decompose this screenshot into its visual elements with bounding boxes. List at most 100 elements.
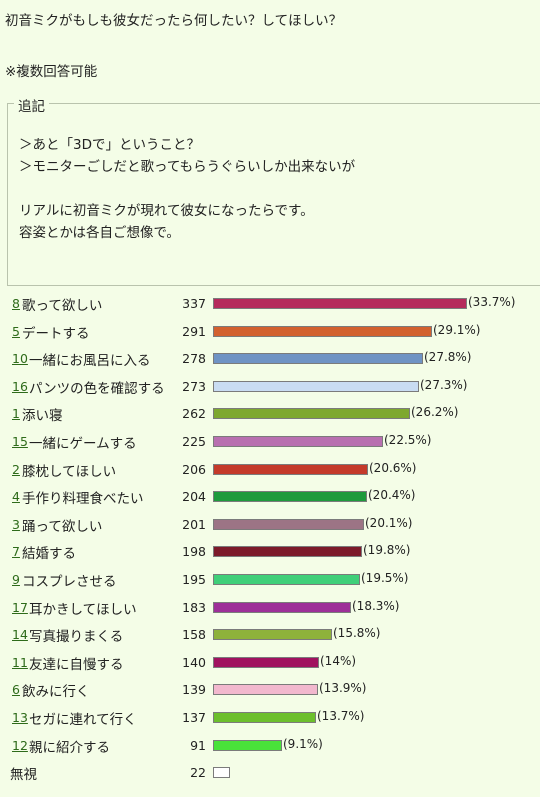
addendum-text: ＞あと「3Dで」ということ？ ＞モニターごしだと歌ってもらうぐらいしか出来ないが… [19, 134, 536, 244]
vote-count: 183 [182, 599, 206, 615]
result-row: 15 一緒にゲームする 225 (22.5%) [0, 428, 540, 454]
result-row: 8 歌って欲しい 337 (33.7%) [0, 290, 540, 316]
addendum-line: 容姿とかは各自ご想像で。 [19, 225, 180, 241]
result-bar [213, 629, 332, 641]
percent-label: (13.7%) [317, 709, 365, 723]
rank-link[interactable]: 2 [12, 461, 20, 477]
result-bar [213, 684, 318, 696]
rank-link[interactable]: 17 [12, 599, 28, 615]
percent-label: (27.3%) [420, 377, 468, 392]
rank-link[interactable]: 15 [12, 434, 28, 449]
option-label: 結婚する [22, 546, 76, 563]
percent-label: (29.1%) [433, 322, 481, 337]
rank-link[interactable]: 4 [12, 489, 20, 505]
rank-link[interactable]: 16 [12, 378, 28, 394]
option-label: 飲みに行く [22, 684, 90, 701]
addendum-line: ＞モニターごしだと歌ってもらうぐらいしか出来ないが [19, 159, 356, 175]
option-label: 歌って欲しい [22, 298, 103, 314]
rank-link[interactable]: 6 [12, 682, 20, 698]
result-row: 13 セガに連れて行く 137 (13.7%) [0, 704, 540, 730]
vote-count: 198 [182, 544, 206, 560]
result-row: 9 コスプレさせる 195 (19.5%) [0, 566, 540, 592]
vote-count: 22 [190, 765, 206, 781]
result-row: 17 耳かきしてほしい 183 (18.3%) [0, 594, 540, 620]
vote-count: 91 [190, 737, 206, 753]
vote-count: 139 [182, 682, 206, 698]
percent-label: (20.4%) [368, 488, 416, 503]
result-bar [213, 436, 383, 447]
result-bar [213, 518, 364, 530]
result-row: 4 手作り料理食べたい 204 (20.4%) [0, 483, 540, 509]
result-bar [213, 601, 351, 613]
addendum-line: リアルに初音ミクが現れて彼女になったらです。 [19, 203, 314, 219]
vote-count: 158 [182, 627, 206, 643]
result-row: 1 添い寝 262 (26.2%) [0, 400, 540, 426]
vote-count: 137 [182, 710, 206, 725]
result-row: 2 膝枕してほしい 206 (20.6%) [0, 456, 540, 482]
result-row: 無視 22 [0, 759, 540, 785]
percent-label: (9.1%) [283, 736, 323, 751]
vote-count: 201 [182, 516, 206, 532]
option-label: セガに連れて行く [29, 712, 137, 728]
rank-link[interactable]: 13 [12, 710, 28, 725]
vote-count: 278 [182, 351, 206, 367]
option-label: 添い寝 [22, 408, 63, 425]
option-label: 一緒にゲームする [29, 436, 137, 452]
option-label: 膝枕してほしい [22, 463, 117, 480]
question-title: 初音ミクがもしも彼女だったら何したい？してほしい？ [5, 13, 343, 29]
addendum-box: 追記 ＞あと「3Dで」ということ？ ＞モニターごしだと歌ってもらうぐらいしか出来… [7, 95, 540, 286]
option-label: デートする [22, 325, 90, 342]
option-label: コスプレさせる [22, 574, 117, 590]
rank-link[interactable]: 10 [12, 351, 28, 367]
rank-link[interactable]: 5 [12, 323, 20, 339]
vote-count: 206 [182, 461, 206, 477]
option-label: 友達に自慢する [29, 656, 124, 673]
rank-link[interactable]: 12 [12, 737, 28, 753]
rank-link[interactable]: 14 [12, 627, 28, 643]
result-bar [213, 463, 368, 475]
percent-label: (18.3%) [352, 598, 400, 613]
option-label: パンツの色を確認する [29, 380, 165, 397]
rank-link[interactable]: 9 [12, 572, 20, 587]
option-label: 手作り料理食べたい [22, 491, 144, 508]
vote-count: 204 [182, 489, 206, 505]
vote-count: 337 [182, 296, 206, 311]
result-row: 3 踊って欲しい 201 (20.1%) [0, 511, 540, 537]
result-bar [213, 491, 367, 503]
percent-label: (27.8%) [424, 350, 472, 365]
addendum-spacer [19, 178, 536, 200]
result-bar [213, 546, 362, 558]
result-bar [213, 656, 319, 668]
percent-label: (19.8%) [363, 543, 411, 558]
option-label: 写真撮りまくる [29, 629, 124, 646]
multiple-answer-note: ※複数回答可能 [5, 64, 98, 80]
rank-link[interactable]: 7 [12, 544, 20, 560]
percent-label: (20.1%) [365, 515, 413, 530]
result-bar [213, 353, 423, 365]
addendum-line: ＞あと「3Dで」ということ？ [19, 137, 200, 153]
rank-link[interactable]: 1 [12, 406, 20, 422]
vote-count: 291 [182, 323, 206, 339]
percent-label: (19.5%) [361, 571, 409, 585]
rank-link[interactable]: 11 [12, 654, 28, 670]
percent-label: (15.8%) [333, 626, 381, 641]
vote-count: 225 [182, 434, 206, 449]
vote-count: 195 [182, 572, 206, 587]
result-bar [213, 574, 360, 585]
result-bar [213, 325, 432, 337]
rank-link[interactable]: 3 [12, 516, 20, 532]
vote-count: 140 [182, 654, 206, 670]
result-row: 12 親に紹介する 91 (9.1%) [0, 732, 540, 758]
result-bar [213, 298, 467, 309]
option-label: 一緒にお風呂に入る [29, 353, 151, 370]
option-label: 親に紹介する [29, 739, 110, 756]
result-row: 10 一緒にお風呂に入る 278 (27.8%) [0, 345, 540, 371]
result-row: 16 パンツの色を確認する 273 (27.3%) [0, 373, 540, 399]
vote-count: 273 [182, 378, 206, 394]
percent-label: (33.7%) [468, 295, 516, 309]
result-row: 7 結婚する 198 (19.8%) [0, 538, 540, 564]
percent-label: (14%) [320, 653, 357, 668]
result-bar [213, 739, 282, 751]
rank-link[interactable]: 8 [12, 296, 20, 311]
percent-label: (26.2%) [411, 405, 459, 420]
